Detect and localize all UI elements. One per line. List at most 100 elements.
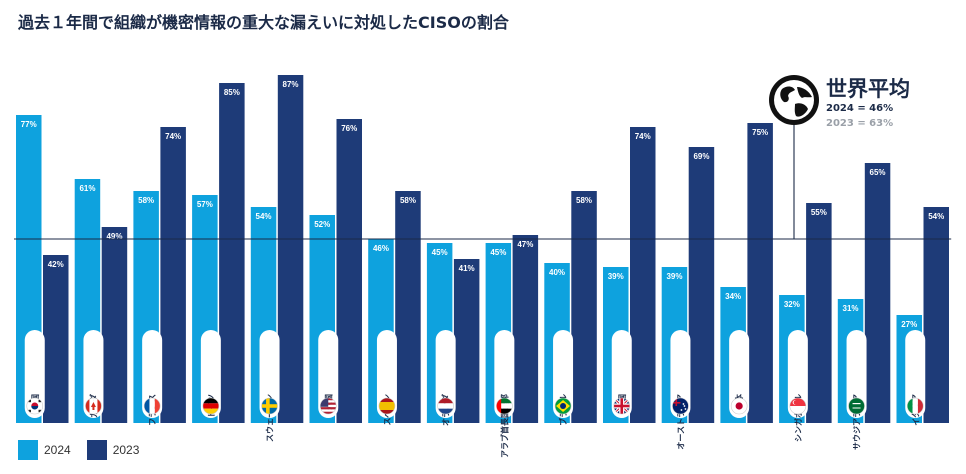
data-label-2024: 58% <box>138 196 154 205</box>
data-label-2023: 42% <box>48 260 64 269</box>
country-pill <box>494 330 515 418</box>
data-label-2024: 39% <box>666 272 682 281</box>
country-group: 32% 55% シンガポール <box>779 203 832 442</box>
data-label-2024: 77% <box>21 120 37 129</box>
data-label-2023: 76% <box>341 124 357 133</box>
country-group: 57%85%ドイツ <box>192 83 245 423</box>
bar-2023 <box>43 255 69 423</box>
bar-2023 <box>864 163 891 423</box>
country-pill <box>435 330 456 418</box>
data-label-2024: 34% <box>725 292 741 301</box>
data-label-2024: 45% <box>490 248 506 257</box>
data-label-2023: 58% <box>576 196 592 205</box>
uae-flag-icon <box>496 397 513 415</box>
bar-2023 <box>806 203 832 423</box>
data-label-2024: 52% <box>314 220 330 229</box>
data-label-2023: 41% <box>459 264 475 273</box>
bar-2023 <box>160 127 186 423</box>
country-pill <box>83 330 104 418</box>
legend-item-2024: 2024 <box>18 440 71 460</box>
australia-flag-icon <box>672 397 689 415</box>
data-label-2023: 74% <box>165 132 181 141</box>
data-label-2024: 40% <box>549 268 565 277</box>
country-pill <box>670 330 691 418</box>
overlays <box>14 124 952 240</box>
data-label-2023: 55% <box>811 208 827 217</box>
country-group: 58%74%フランス <box>133 127 186 426</box>
country-group: 77%42%韓国 <box>16 115 69 423</box>
bar-2023 <box>688 147 715 423</box>
data-label-2023: 87% <box>283 80 299 89</box>
chart-title: 過去１年間で組織が機密情報の重大な漏えいに対処したCISOの割合 <box>18 13 509 32</box>
country-pill <box>200 330 221 418</box>
country-pill <box>729 330 750 418</box>
bar-2023 <box>747 123 773 423</box>
data-label-2024: 31% <box>843 304 859 313</box>
world-average-2024: 2024 = 46% <box>826 103 894 114</box>
saudi-arabia-flag-icon <box>848 397 865 415</box>
uk-flag-icon <box>613 397 631 415</box>
country-pill <box>142 330 163 418</box>
country-pill <box>24 330 45 418</box>
data-label-2023: 69% <box>693 152 709 161</box>
data-label-2023: 47% <box>517 240 533 249</box>
data-label-2023: 58% <box>400 196 416 205</box>
country-group: 45% 47% アラブ首長国連邦 <box>485 235 539 458</box>
country-group: 27%54%イタリア <box>896 207 949 426</box>
bar-2023 <box>101 227 128 423</box>
spain-flag-icon <box>378 397 396 415</box>
germany-flag-icon <box>202 397 220 415</box>
data-label-2024: 54% <box>256 212 272 221</box>
country-label: シンガポール <box>793 394 803 442</box>
world-average-title: 世界平均 <box>826 77 910 101</box>
country-label: アラブ首長国連邦 <box>499 394 509 458</box>
country-pill <box>259 330 280 418</box>
italy-flag-icon <box>906 397 924 415</box>
bar-2023 <box>395 191 421 423</box>
country-group: 31% 65% サウジアラビア <box>837 163 891 450</box>
netherlands-flag-icon <box>437 397 454 415</box>
data-label-2024: 57% <box>197 200 213 209</box>
country-group: 61%49%カナダ <box>74 179 128 423</box>
usa-flag-icon <box>319 397 337 415</box>
legend-label-2024: 2024 <box>44 443 71 457</box>
bar-2023 <box>453 259 480 423</box>
country-pill <box>318 330 339 418</box>
country-pill <box>787 330 808 418</box>
country-pill <box>846 330 867 418</box>
bars: 77%42%韓国61%49%カナダ58%74%フランス57%85%ドイツ54%8… <box>16 75 949 458</box>
data-label-2024: 27% <box>901 320 917 329</box>
legend-item-2023: 2023 <box>86 440 139 460</box>
country-group: 39%74%英国 <box>603 127 656 423</box>
sweden-flag-icon <box>261 397 278 415</box>
world-average-2023: 2023 = 63% <box>826 118 894 129</box>
bar-2023 <box>512 235 539 423</box>
country-group: 40%58%ブラジル <box>544 191 597 426</box>
country-label: スウェーデン <box>265 394 275 442</box>
data-label-2023: 54% <box>928 212 944 221</box>
country-group: 45%41%オランダ <box>426 243 480 426</box>
country-pill <box>611 330 632 418</box>
country-label: オーストラリア <box>676 394 685 450</box>
country-group: 52%76%米国 <box>309 119 362 423</box>
country-group: 39% 69% オーストラリア <box>661 147 715 450</box>
france-flag-icon <box>143 397 161 415</box>
country-pill <box>376 330 397 418</box>
brazil-flag-icon <box>554 397 572 415</box>
bar-2023 <box>336 119 362 423</box>
data-label-2024: 39% <box>608 272 624 281</box>
legend-swatch-2024 <box>18 440 38 460</box>
data-label-2024: 46% <box>373 244 389 253</box>
legend-swatch-2023 <box>86 440 107 460</box>
data-label-2023: 75% <box>752 128 768 137</box>
bar-2023 <box>630 127 656 423</box>
bar-2023 <box>277 75 304 423</box>
singapore-flag-icon <box>789 397 807 415</box>
bar-2023 <box>219 83 245 423</box>
country-group: 54% 87% スウェーデン <box>250 75 304 442</box>
canada-flag-icon <box>85 397 102 415</box>
country-pill <box>905 330 926 418</box>
bar-2023 <box>923 207 949 423</box>
data-label-2024: 32% <box>784 300 800 309</box>
